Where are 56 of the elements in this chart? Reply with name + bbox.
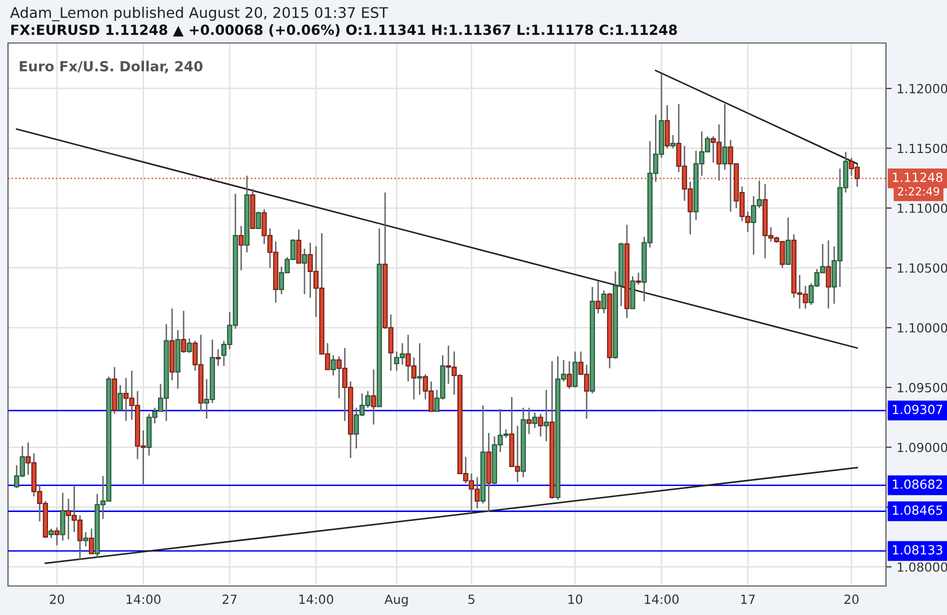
- x-tick-label: 20: [844, 594, 859, 604]
- candlestick: [532, 412, 538, 429]
- candlestick: [186, 338, 192, 354]
- candlestick: [566, 360, 572, 390]
- y-tick-label: 1.08000: [898, 562, 947, 572]
- candlestick: [296, 228, 302, 264]
- candlestick: [256, 210, 262, 230]
- y-tick-label: 1.10000: [898, 323, 947, 333]
- candlestick: [54, 526, 60, 546]
- x-tick-label: 14:00: [644, 594, 679, 604]
- candlestick: [596, 280, 601, 314]
- x-tick-label: 27: [222, 594, 237, 604]
- candlestick: [417, 342, 422, 396]
- candlestick: [238, 225, 244, 271]
- candlestick: [670, 134, 676, 149]
- ref-line-label: 1.08465: [892, 505, 942, 515]
- candlestick: [330, 354, 336, 376]
- ref-line-label: 1.08682: [892, 479, 942, 489]
- candlestick: [636, 272, 642, 286]
- x-tick-label: 17: [741, 594, 755, 604]
- x-tick-label: 14:00: [299, 594, 334, 604]
- candlestick: [88, 528, 94, 554]
- x-tick-label: 20: [50, 594, 64, 604]
- candlestick: [538, 413, 544, 438]
- candlestick: [601, 290, 606, 314]
- candlestick: [526, 407, 532, 435]
- y-tick-label: 1.09000: [898, 442, 947, 452]
- ref-line-label: 1.09307: [892, 404, 942, 414]
- y-tick-label: 1.11500: [898, 144, 947, 154]
- candlestick: [544, 389, 549, 442]
- y-tick-label: 1.10500: [898, 263, 947, 273]
- x-tick-label: Aug: [384, 594, 408, 606]
- candlestick: [83, 531, 88, 548]
- ref-line-label: 1.08133: [892, 545, 942, 555]
- candlestick: [786, 216, 791, 265]
- x-tick-label: 5: [468, 594, 474, 604]
- candlestick: [572, 350, 578, 388]
- y-tick-label: 1.09500: [898, 382, 947, 392]
- annotation: Euro Fx/U.S. Dollar, 240: [20, 60, 203, 74]
- chart-title: Adam_Lemon published August 20, 2015 01:37 EST: [10, 6, 388, 22]
- y-tick-label: 1.12000: [898, 84, 947, 94]
- x-tick-label: 10: [568, 594, 582, 604]
- candlestick: [826, 240, 831, 310]
- ref-line-label: 1.11248: [892, 172, 942, 182]
- candlestick: [60, 492, 66, 542]
- x-tick-label: 14:00: [126, 594, 160, 604]
- candlestick: [181, 310, 186, 354]
- y-tick-label: 1.11000: [898, 204, 947, 213]
- candlestick: [48, 528, 54, 539]
- candlestick: [722, 103, 728, 170]
- candlestick: [371, 368, 376, 426]
- candlestick: [216, 348, 221, 367]
- candlestick: [302, 248, 308, 295]
- candlestick: [118, 384, 123, 411]
- text: 2:22:49: [898, 187, 940, 196]
- chart-subtitle: FX:EURUSD 1.11248 ▲ +0.00068 (+0.06%) O:1.11341 H:1.11367 L:1.11178 C:1.11248: [11, 24, 677, 37]
